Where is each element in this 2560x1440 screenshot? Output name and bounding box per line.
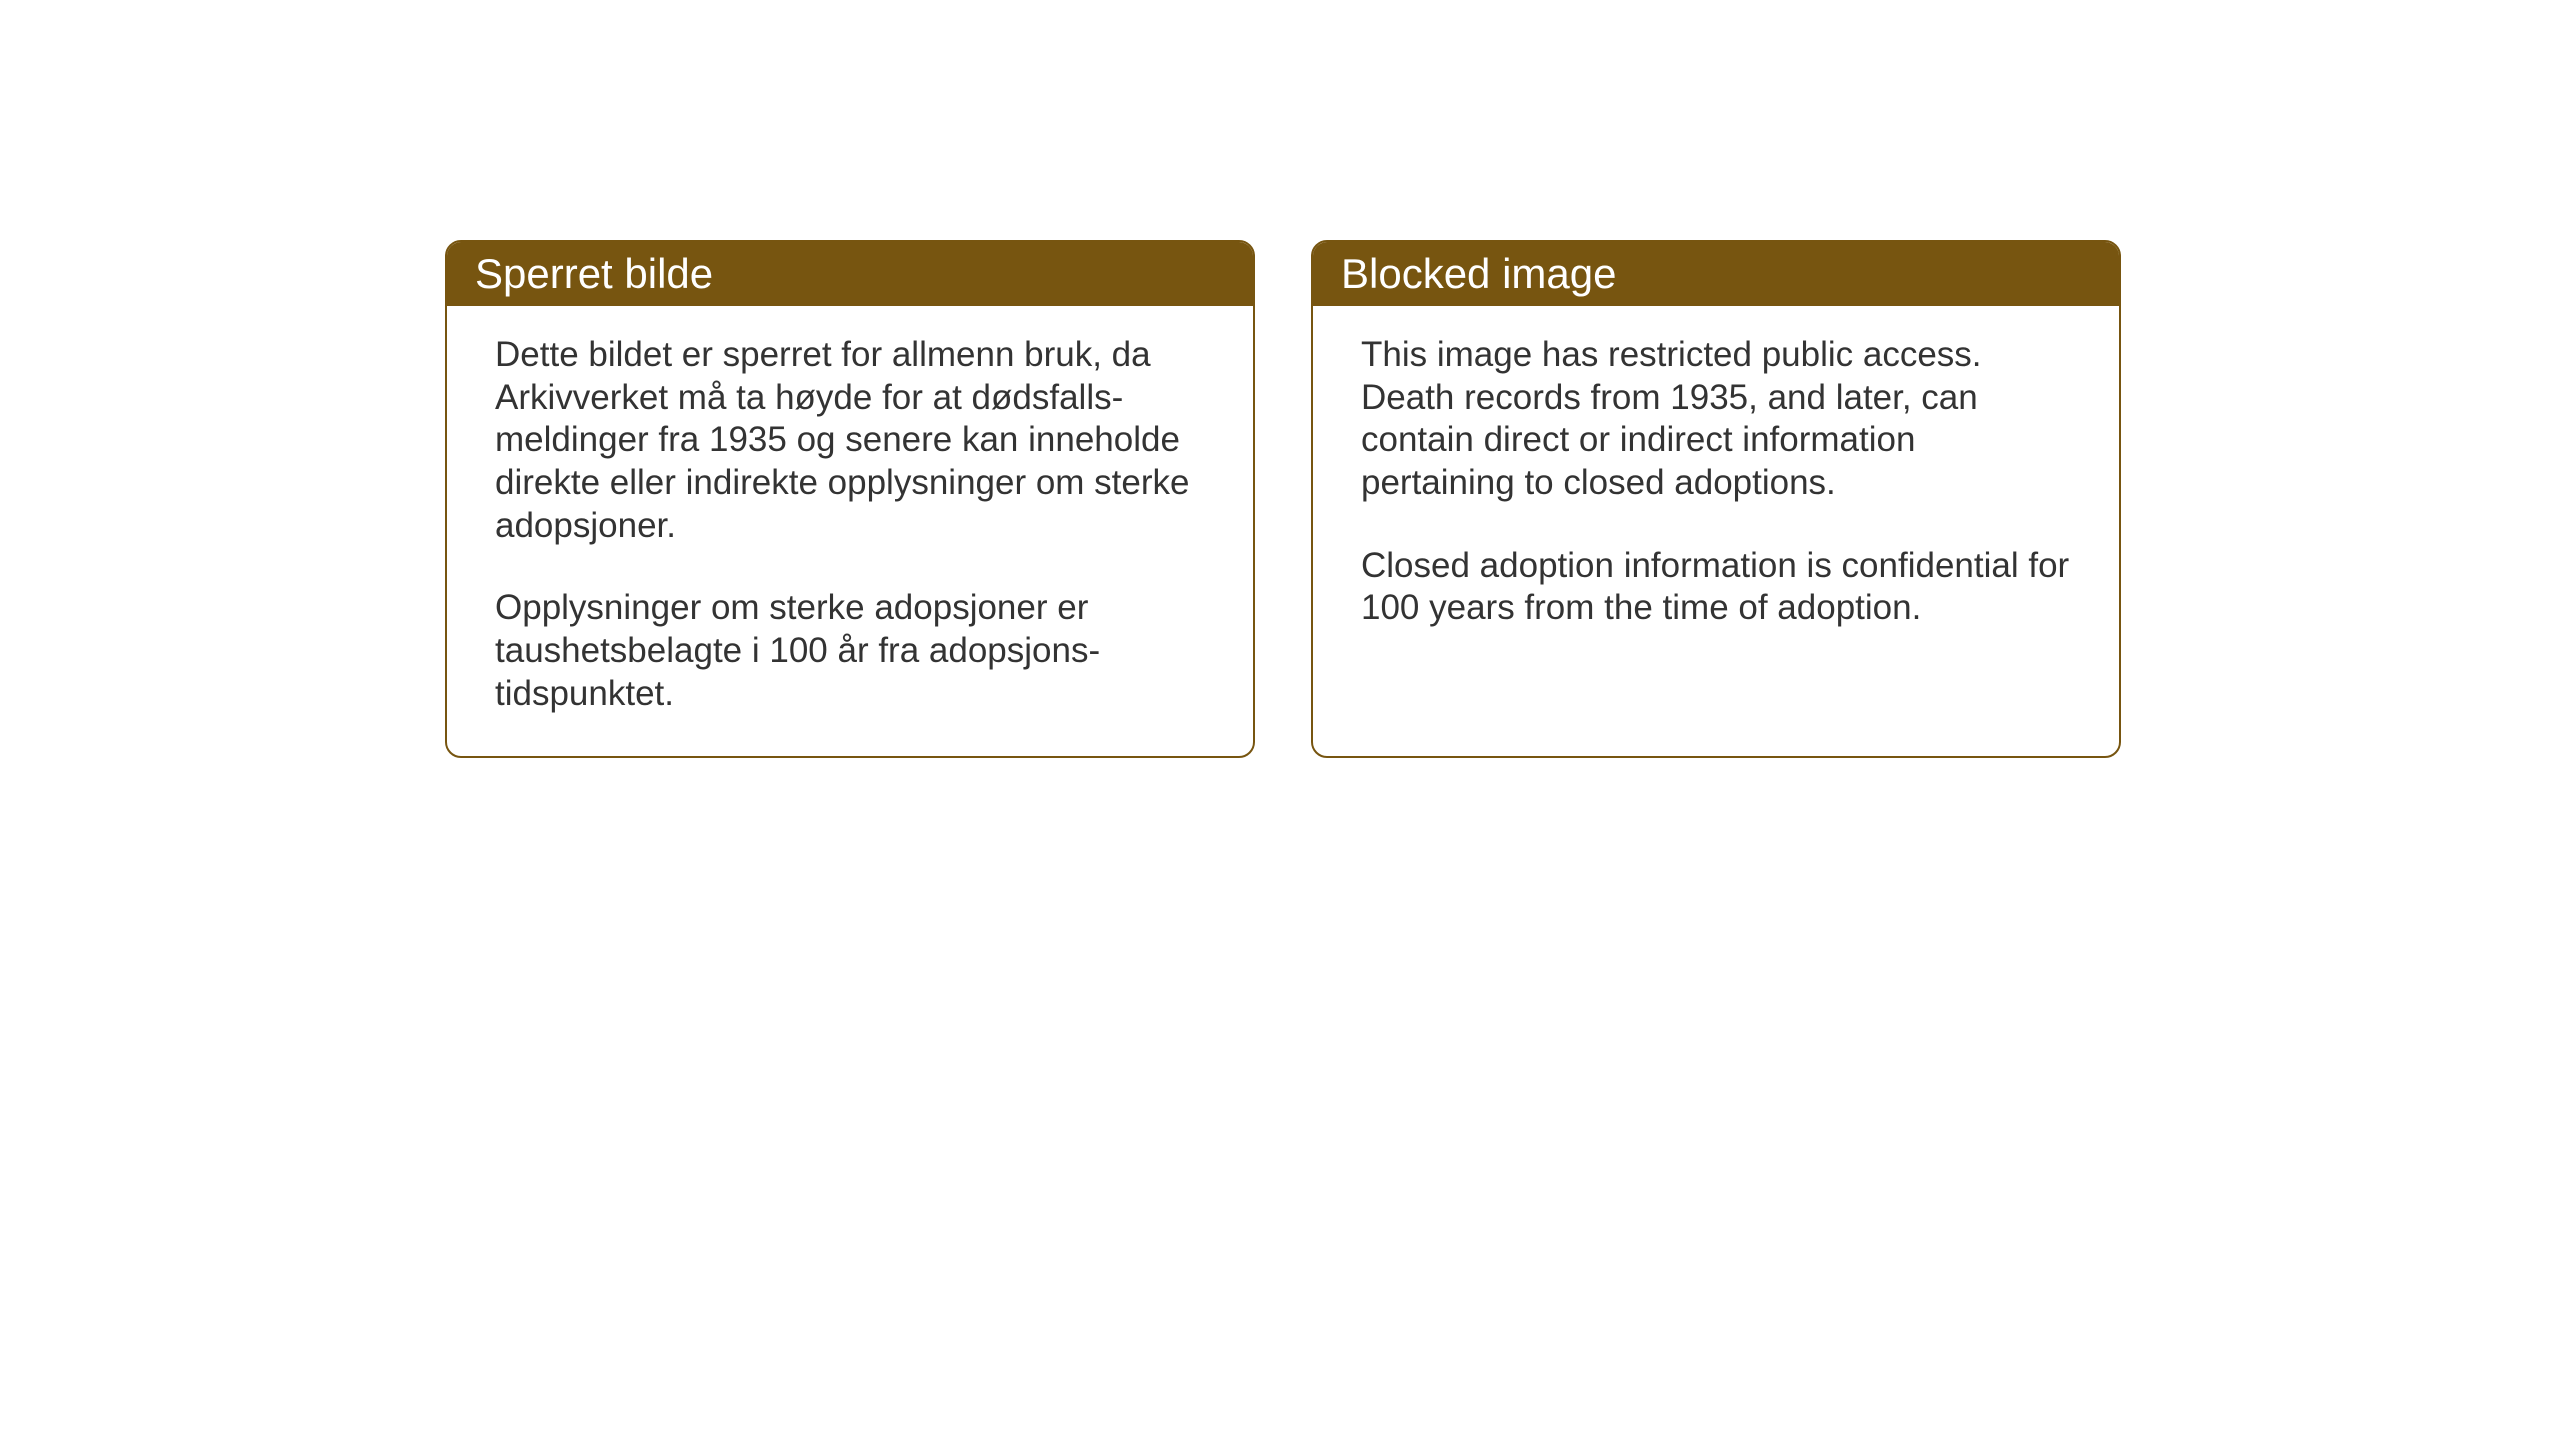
english-notice-card: Blocked image This image has restricted … [1311,240,2121,758]
english-paragraph-2: Closed adoption information is confident… [1361,545,2071,630]
norwegian-paragraph-1: Dette bildet er sperret for allmenn bruk… [495,334,1205,547]
norwegian-card-body: Dette bildet er sperret for allmenn bruk… [447,306,1253,756]
norwegian-card-title: Sperret bilde [447,242,1253,306]
english-paragraph-1: This image has restricted public access.… [1361,334,2071,505]
notice-container: Sperret bilde Dette bildet er sperret fo… [445,240,2121,758]
english-card-title: Blocked image [1313,242,2119,306]
norwegian-paragraph-2: Opplysninger om sterke adopsjoner er tau… [495,587,1205,715]
english-card-body: This image has restricted public access.… [1313,306,2119,670]
norwegian-notice-card: Sperret bilde Dette bildet er sperret fo… [445,240,1255,758]
